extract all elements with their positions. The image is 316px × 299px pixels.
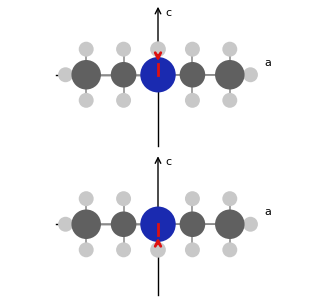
Circle shape [222,93,237,108]
Circle shape [179,62,205,88]
Circle shape [222,242,237,257]
Text: c: c [166,157,172,167]
Circle shape [116,93,131,108]
Circle shape [116,242,131,257]
Circle shape [116,191,131,206]
Circle shape [179,211,205,237]
Circle shape [185,42,200,57]
Circle shape [185,242,200,257]
Circle shape [79,191,94,206]
Circle shape [185,93,200,108]
Circle shape [140,57,176,92]
Circle shape [58,217,73,232]
Circle shape [71,60,101,89]
Text: c: c [166,8,172,18]
Circle shape [243,217,258,232]
Circle shape [79,93,94,108]
Circle shape [215,60,245,89]
Circle shape [140,207,176,242]
Circle shape [79,42,94,57]
Text: a: a [264,208,271,217]
Circle shape [150,41,166,57]
Circle shape [222,42,237,57]
Circle shape [58,67,73,82]
Circle shape [150,242,166,258]
Circle shape [111,211,137,237]
Circle shape [111,62,137,88]
Circle shape [222,191,237,206]
Circle shape [185,191,200,206]
Circle shape [243,67,258,82]
Circle shape [79,242,94,257]
Circle shape [71,210,101,239]
Circle shape [116,42,131,57]
Circle shape [215,210,245,239]
Text: a: a [264,58,271,68]
